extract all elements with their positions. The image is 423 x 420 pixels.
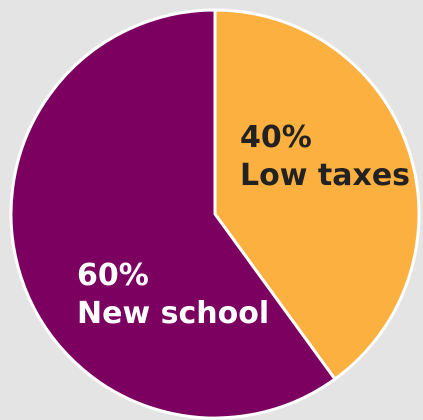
pie-category-label: Low taxes	[240, 158, 410, 193]
pie-value-label: 40%	[240, 120, 312, 155]
pie-category-label: New school	[77, 296, 269, 331]
pie-value-label: 60%	[77, 258, 149, 293]
pie-slices	[11, 10, 419, 418]
